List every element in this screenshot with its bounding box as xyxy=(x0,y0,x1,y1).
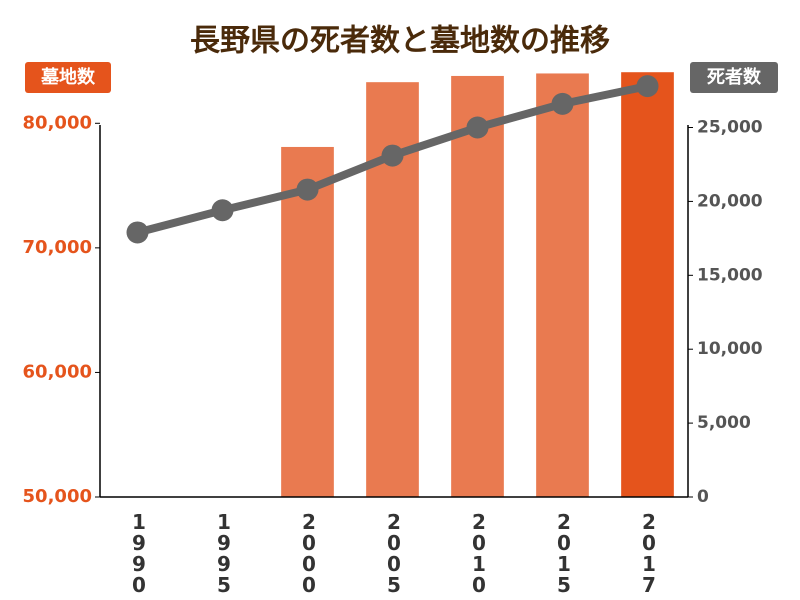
bar xyxy=(621,72,674,497)
y-label-box xyxy=(25,62,111,93)
y-tick-label: 50,000 xyxy=(23,486,92,507)
x-tick-label: 2015 xyxy=(552,510,576,594)
line-point xyxy=(381,144,404,167)
line-point xyxy=(466,116,489,139)
bar xyxy=(451,75,504,497)
bar xyxy=(366,82,419,498)
y-tick-label: 70,000 xyxy=(23,237,92,258)
x-tick-label: 2005 xyxy=(382,510,406,594)
y-axis-label: 墓地数 xyxy=(40,66,96,88)
line-point xyxy=(296,178,319,201)
y-tick-label: 80,000 xyxy=(23,112,92,133)
bar xyxy=(281,146,334,497)
y2-label-box xyxy=(690,62,778,93)
y2-tick-label: 25,000 xyxy=(697,118,763,138)
y-tick-label: 60,000 xyxy=(23,361,92,382)
x-tick-label: 2017 xyxy=(637,510,661,594)
y2-axis-label: 死者数 xyxy=(707,66,762,88)
x-tick-label: 1990 xyxy=(127,510,151,594)
y2-tick-label: 15,000 xyxy=(697,265,763,285)
y2-tick-label: 10,000 xyxy=(697,339,763,359)
y2-tick-label: 20,000 xyxy=(697,191,763,211)
y2-tick-label: 5,000 xyxy=(697,413,751,433)
chart-title: 長野県の死者数と墓地数の推移 xyxy=(190,24,610,59)
line-point xyxy=(211,199,234,222)
bar xyxy=(536,73,589,497)
y2-tick-label: 0 xyxy=(697,487,709,507)
x-tick-label: 2010 xyxy=(467,510,491,594)
line-point xyxy=(636,75,659,98)
x-tick-label: 2000 xyxy=(297,510,321,594)
line-point xyxy=(126,221,149,244)
x-tick-label: 1995 xyxy=(212,510,236,594)
line-point xyxy=(551,92,574,115)
